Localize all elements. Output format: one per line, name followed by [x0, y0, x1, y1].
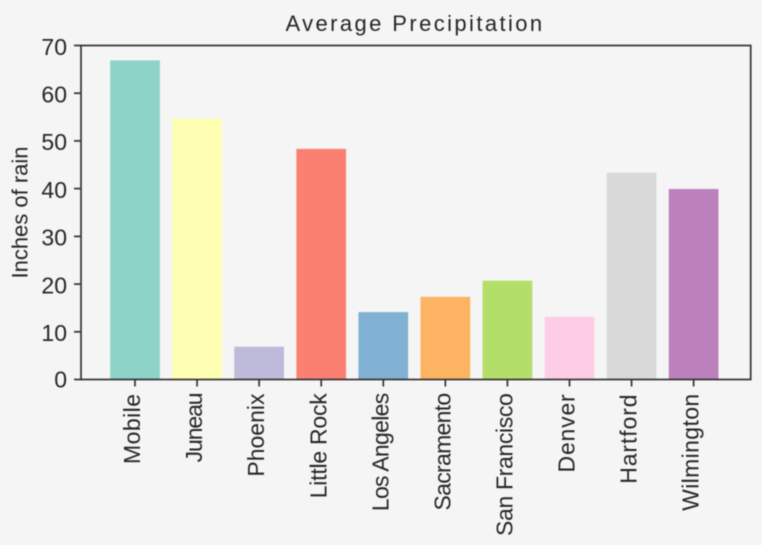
svg-text:20: 20 — [41, 272, 67, 298]
svg-text:50: 50 — [41, 129, 67, 155]
svg-text:30: 30 — [41, 225, 67, 251]
svg-text:40: 40 — [41, 177, 67, 203]
svg-text:San Francisco: San Francisco — [492, 394, 518, 536]
svg-text:Hartford: Hartford — [616, 394, 642, 484]
svg-text:Little Rock: Little Rock — [305, 393, 331, 498]
svg-text:0: 0 — [54, 366, 67, 392]
svg-text:Average Precipitation: Average Precipitation — [285, 11, 544, 36]
svg-text:Inches of rain: Inches of rain — [8, 146, 33, 278]
svg-text:60: 60 — [41, 82, 67, 108]
svg-text:70: 70 — [41, 34, 67, 60]
svg-text:Wilmington: Wilmington — [678, 394, 704, 511]
svg-text:Phoenix: Phoenix — [243, 393, 269, 477]
svg-text:Los Angeles: Los Angeles — [367, 393, 393, 511]
svg-text:Juneau: Juneau — [181, 393, 207, 462]
svg-text:10: 10 — [41, 320, 67, 346]
svg-text:Mobile: Mobile — [119, 394, 145, 464]
svg-text:Sacramento: Sacramento — [429, 394, 455, 511]
svg-text:Denver: Denver — [554, 394, 580, 473]
